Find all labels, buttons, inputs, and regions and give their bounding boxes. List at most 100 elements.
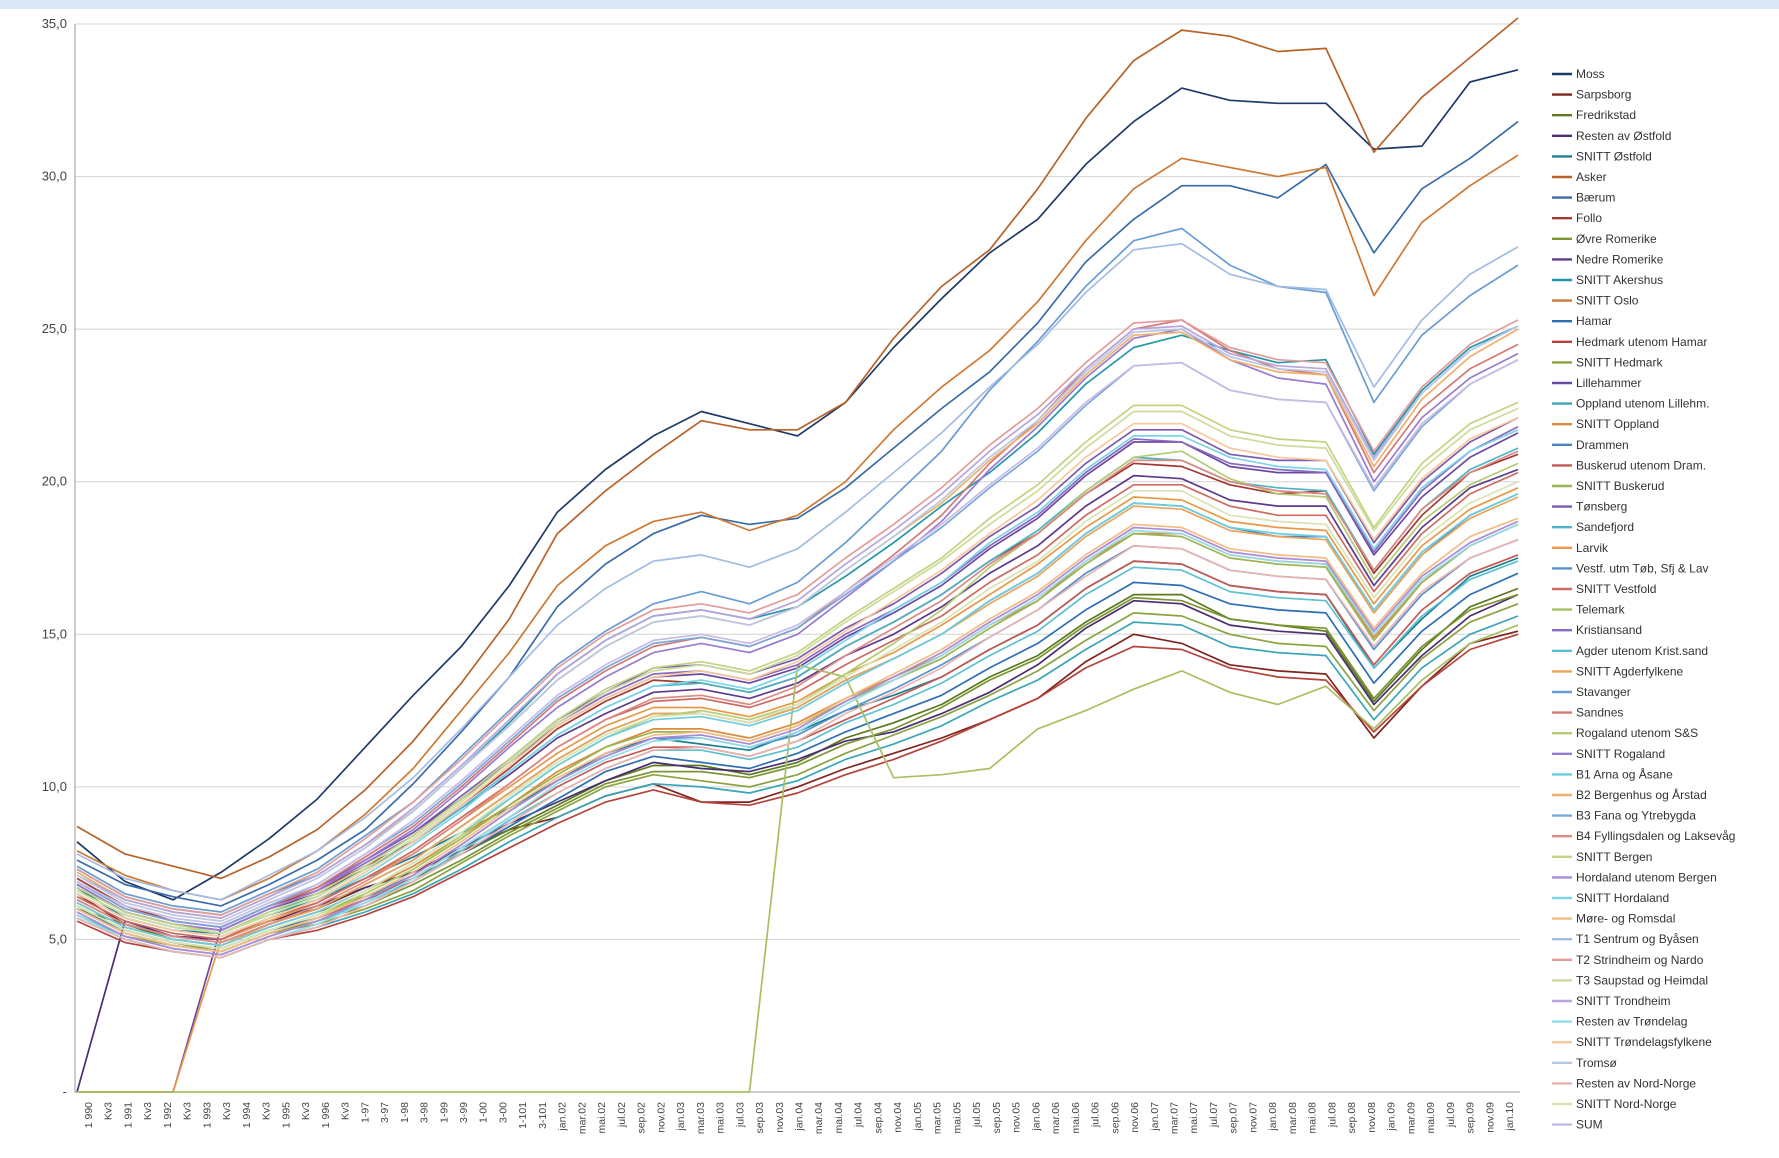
x-tick-label: mar.04: [813, 1102, 825, 1134]
series-line: [76, 17, 1519, 880]
x-tick-label: nov.04: [892, 1102, 904, 1133]
x-tick-label: 1 996: [320, 1102, 332, 1128]
series-line: [77, 624, 1519, 1093]
x-tick-label: sep.07: [1228, 1102, 1240, 1134]
series-line: [76, 587, 1519, 947]
series-lines: [76, 17, 1519, 1093]
series-line: [76, 319, 1519, 929]
legend-label: SNITT Trondheim: [1576, 994, 1670, 1008]
legend-label: B2 Bergenhus og Årstad: [1576, 787, 1707, 802]
x-tick-label: mar.08: [1287, 1102, 1299, 1134]
series-line: [76, 227, 1519, 913]
legend-label: SNITT Hordaland: [1576, 891, 1669, 905]
legend-label: Resten av Østfold: [1576, 129, 1671, 143]
legend-label: Hedmark utenom Hamar: [1576, 335, 1707, 349]
x-tick-label: mar.07: [1168, 1102, 1180, 1134]
y-tick-label: -: [63, 1084, 67, 1099]
x-tick-label: 1-101: [517, 1102, 529, 1129]
series-line: [76, 450, 1519, 944]
series-line: [76, 358, 1519, 926]
legend-label: Møre- og Romsdal: [1576, 912, 1675, 926]
x-tick-label: 1 992: [162, 1102, 174, 1128]
legend-label: Øvre Romerike: [1576, 232, 1657, 246]
y-axis-ticks: - 5,0 10,0 15,0 20,0 25,0 30,0 35,0: [42, 16, 67, 1099]
legend-label: SNITT Østfold: [1576, 149, 1652, 163]
legend-label: Moss: [1576, 67, 1605, 81]
gridlines: [74, 23, 1520, 1093]
x-tick-label: sep.02: [636, 1102, 648, 1134]
x-tick-label: 1 993: [201, 1102, 213, 1128]
series-line: [76, 68, 1519, 901]
x-tick-label: jan.07: [1149, 1102, 1161, 1132]
x-tick-label: sep.08: [1346, 1102, 1358, 1134]
x-tick-label: sep.09: [1465, 1102, 1477, 1134]
x-tick-label: jan.05: [912, 1102, 924, 1132]
y-tick-label: 5,0: [49, 931, 67, 946]
x-tick-label: mar.05: [932, 1102, 944, 1134]
series-line: [76, 416, 1519, 938]
series-line: [76, 523, 1519, 959]
x-tick-label: 3-97: [379, 1102, 391, 1123]
series-line: [76, 572, 1519, 950]
legend-label: SNITT Hedmark: [1576, 355, 1663, 369]
x-tick-label: mai.04: [833, 1102, 845, 1134]
x-tick-label: 1 994: [241, 1102, 253, 1128]
x-tick-label: jul.04: [853, 1102, 865, 1128]
series-line: [76, 325, 1519, 916]
legend-label: Agder utenom Krist.sand: [1576, 644, 1708, 658]
x-tick-label: nov.03: [774, 1102, 786, 1133]
legend-label: B3 Fana og Ytrebygda: [1576, 809, 1696, 823]
legend-label: Asker: [1576, 170, 1607, 184]
x-tick-label: jul.06: [1090, 1102, 1102, 1128]
series-line: [76, 538, 1519, 959]
legend-label: Oppland utenom Lillehm.: [1576, 397, 1709, 411]
x-tick-label: 1-98: [399, 1102, 411, 1123]
y-tick-label: 30,0: [42, 169, 67, 184]
legend-label: SNITT Vestfold: [1576, 582, 1656, 596]
series-line: [76, 496, 1519, 947]
series-line: [76, 447, 1519, 935]
x-tick-label: 3-99: [458, 1102, 470, 1123]
x-tick-label: jan.09: [1386, 1102, 1398, 1132]
x-tick-label: nov.07: [1247, 1102, 1259, 1133]
x-tick-label: nov.09: [1484, 1102, 1496, 1133]
legend-label: Telemark: [1576, 603, 1626, 617]
legend-label: SUM: [1576, 1118, 1603, 1132]
series-line: [76, 325, 1519, 919]
legend-label: Sandnes: [1576, 706, 1623, 720]
x-tick-label: mai.08: [1307, 1102, 1319, 1134]
x-tick-label: Kv3: [103, 1102, 115, 1120]
x-tick-label: Kv3: [182, 1102, 194, 1120]
x-tick-label: nov.06: [1129, 1102, 1141, 1133]
legend-label: Nedre Romerike: [1576, 252, 1664, 266]
x-tick-label: mar.02: [576, 1102, 588, 1134]
y-tick-label: 35,0: [42, 16, 67, 31]
x-tick-label: jan.02: [557, 1102, 569, 1132]
x-tick-label: 1-97: [359, 1102, 371, 1123]
series-line: [76, 520, 1519, 956]
x-tick-label: nov.05: [1011, 1102, 1023, 1133]
x-tick-label: Kv3: [300, 1102, 312, 1120]
x-tick-label: jul.05: [971, 1102, 983, 1128]
x-tick-label: 1 995: [280, 1102, 292, 1128]
legend-label: Sarpsborg: [1576, 88, 1631, 102]
x-tick-label: jul.07: [1208, 1102, 1220, 1128]
legend-label: Resten av Nord-Norge: [1576, 1076, 1696, 1090]
series-line: [76, 401, 1519, 935]
x-tick-label: mai.09: [1425, 1102, 1437, 1134]
x-tick-label: Kv3: [142, 1102, 154, 1120]
x-tick-label: Kv3: [221, 1102, 233, 1120]
legend-label: Buskerud utenom Dram.: [1576, 458, 1706, 472]
series-line: [76, 407, 1519, 935]
x-tick-label: mai.07: [1188, 1102, 1200, 1134]
series-line: [76, 328, 1519, 919]
x-tick-label: 1 990: [83, 1102, 95, 1128]
x-tick-label: 3-98: [419, 1102, 431, 1123]
legend-label: T1 Sentrum og Byåsen: [1576, 932, 1699, 946]
series-line: [76, 633, 1519, 959]
x-tick-label: nov.02: [655, 1102, 667, 1133]
x-tick-label: Kv3: [340, 1102, 352, 1120]
series-line: [76, 493, 1519, 947]
legend-label: Follo: [1576, 211, 1602, 225]
